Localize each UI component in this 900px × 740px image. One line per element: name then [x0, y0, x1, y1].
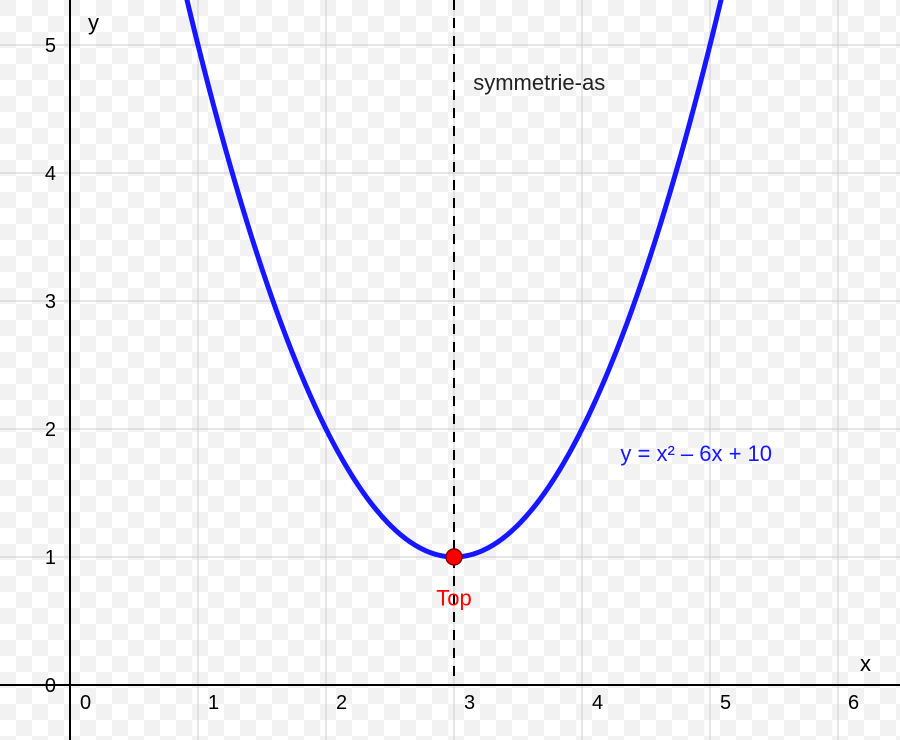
x-tick-label: 5	[720, 692, 731, 714]
x-axis-label: x	[860, 651, 871, 676]
parabola-chart: 0 1 2 3 4 5 6 0 1 2 3 4 5 x y symmetrie-as y = x² – 6x +…	[0, 0, 900, 740]
checker-bg	[0, 0, 900, 740]
x-tick-label: 6	[848, 692, 859, 714]
equation-label: y = x² – 6x + 10	[620, 441, 772, 466]
y-tick-label: 1	[45, 547, 56, 569]
vertex-label: Top	[436, 586, 471, 611]
y-tick-label: 2	[45, 419, 56, 441]
x-tick-label: 2	[336, 692, 347, 714]
y-tick-label: 3	[45, 291, 56, 313]
y-tick-label: 5	[45, 35, 56, 57]
y-tick-label: 0	[45, 675, 56, 697]
x-tick-label: 0	[80, 692, 91, 714]
vertex-point	[446, 549, 462, 565]
x-tick-label: 3	[464, 692, 475, 714]
chart-svg: 0 1 2 3 4 5 6 0 1 2 3 4 5 x y symmetrie-as y = x² – 6x +…	[0, 0, 900, 740]
y-axis-label: y	[88, 10, 99, 35]
x-tick-label: 4	[592, 692, 603, 714]
symmetry-axis-label: symmetrie-as	[473, 70, 605, 95]
y-tick-label: 4	[45, 163, 56, 185]
x-tick-label: 1	[208, 692, 219, 714]
